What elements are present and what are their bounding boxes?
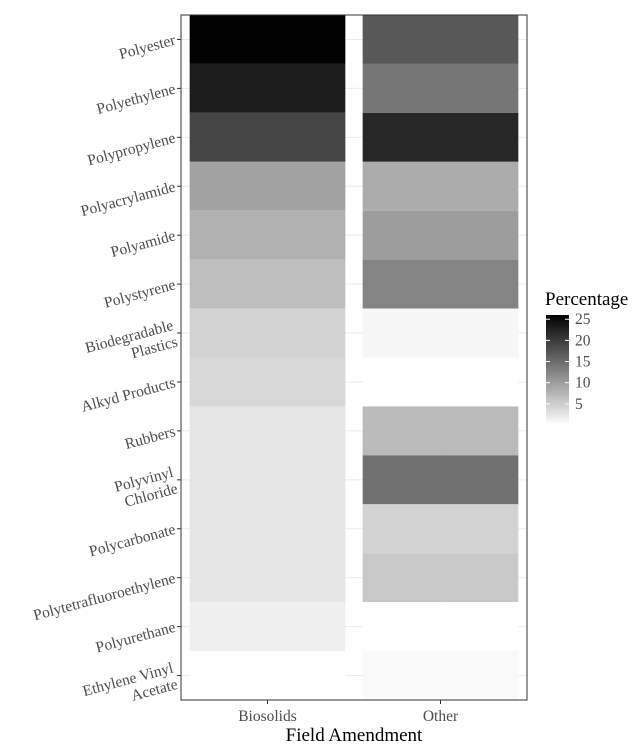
- y-tick-label-line: Polyethylene: [95, 81, 178, 118]
- panel-border: [180, 14, 528, 701]
- y-tick-label: Polyamide: [109, 227, 178, 261]
- legend-tick-label: 10: [575, 375, 591, 392]
- heatmap-cell: [189, 357, 346, 407]
- y-tick-label: PolyvinylChloride: [112, 464, 179, 512]
- y-tick-label: Polytetrafluoroethylene: [32, 570, 178, 624]
- heatmap-cell: [189, 504, 346, 554]
- y-tick-label: Alkyd Products: [79, 374, 177, 415]
- y-tick-label-line: Polyamide: [109, 227, 178, 261]
- heatmap-cell: [189, 406, 346, 456]
- y-tick-label: Polyurethane: [94, 619, 178, 657]
- x-tick-label: Biosolids: [238, 708, 297, 725]
- x-tick-label: Other: [423, 708, 459, 725]
- y-tick-label: Polyacrylamide: [79, 178, 177, 220]
- legend-tick-label: 25: [575, 311, 591, 328]
- x-axis-title: Field Amendment: [286, 725, 423, 745]
- heatmap-cell: [362, 455, 519, 505]
- y-axis: Polyester Polyethylene Polypropylene Polyac…: [32, 32, 181, 717]
- legend: Percentage 5 10 15 20 25: [545, 289, 628, 425]
- heatmap-cell: [189, 308, 346, 358]
- heatmap-cell: [362, 161, 519, 211]
- heatmap-cell: [189, 112, 346, 162]
- heatmap-cell: [362, 553, 519, 603]
- y-tick-label-line: Polycarbonate: [87, 521, 177, 560]
- y-tick-label-line: Polypropylene: [86, 130, 178, 170]
- heatmap-cell: [362, 259, 519, 309]
- y-tick-label: Ethylene VinylAcetate: [81, 660, 180, 717]
- y-tick-label-line: Polyurethane: [94, 619, 178, 657]
- heatmap-cell: [362, 406, 519, 456]
- heatmap-cells: [189, 15, 519, 700]
- y-tick-label: BiodegradablePlastics: [83, 317, 179, 373]
- x-axis: Biosolids Other: [238, 700, 459, 725]
- heatmap-cell: [362, 602, 519, 652]
- y-tick-label: Rubbers: [123, 423, 177, 453]
- y-tick-label: Polyethylene: [95, 81, 178, 118]
- y-tick-label: Polystyrene: [102, 276, 177, 311]
- heatmap-cell: [362, 308, 519, 358]
- heatmap-cell: [189, 602, 346, 652]
- legend-tick-label: 5: [575, 396, 583, 413]
- heatmap-cell: [362, 651, 519, 700]
- heatmap-cell: [189, 63, 346, 113]
- y-tick-label: Polypropylene: [86, 130, 178, 170]
- heatmap-cell: [189, 651, 346, 700]
- heatmap-cell: [189, 455, 346, 505]
- y-tick-label-line: Polystyrene: [102, 276, 177, 311]
- y-tick-label-line: Polyacrylamide: [79, 178, 177, 220]
- heatmap-cell: [362, 210, 519, 260]
- heatmap-cell: [362, 357, 519, 407]
- heatmap-cell: [362, 112, 519, 162]
- heatmap-cell: [362, 15, 519, 64]
- heatmap-cell: [362, 504, 519, 554]
- legend-colorbar: [546, 315, 569, 425]
- y-tick-label-line: Polytetrafluoroethylene: [32, 570, 178, 624]
- y-tick-label: Polyester: [117, 32, 178, 64]
- heatmap-cell: [189, 161, 346, 211]
- y-tick-label: Polycarbonate: [87, 521, 177, 560]
- heatmap-cell: [189, 15, 346, 64]
- heatmap-cell: [189, 553, 346, 603]
- heatmap-cell: [362, 63, 519, 113]
- y-tick-label-line: Polyester: [117, 32, 178, 64]
- heatmap-cell: [189, 259, 346, 309]
- legend-ticks: 5 10 15 20 25: [546, 311, 591, 413]
- legend-tick-label: 20: [575, 332, 591, 349]
- heatmap-cell: [189, 210, 346, 260]
- y-tick-label-line: Alkyd Products: [79, 374, 177, 415]
- y-tick-label-line: Rubbers: [123, 423, 177, 453]
- legend-tick-label: 15: [575, 354, 591, 371]
- legend-title: Percentage: [545, 289, 628, 310]
